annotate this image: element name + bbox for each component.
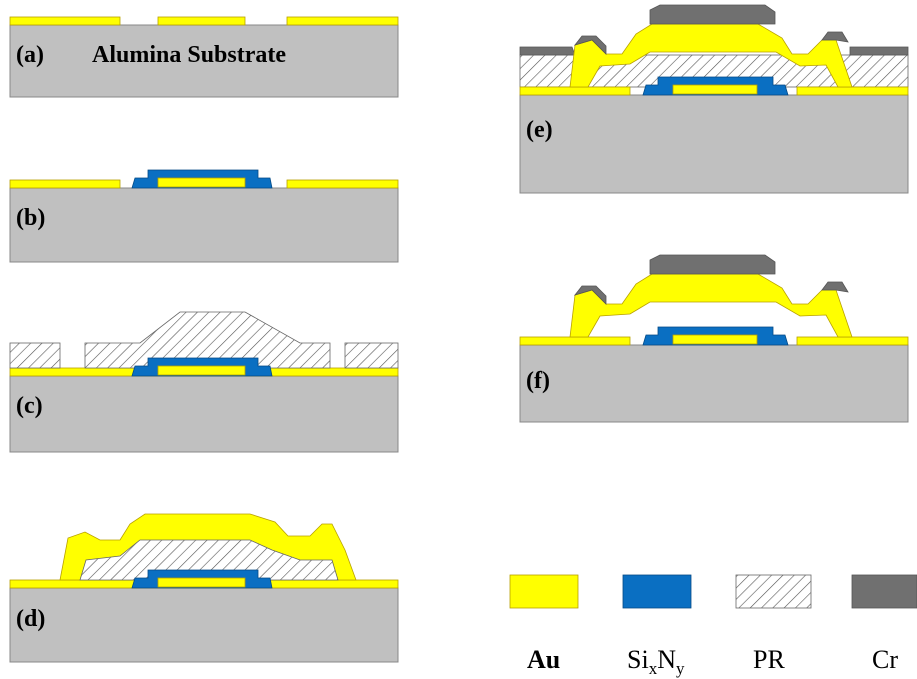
panel-f: (f) — [520, 255, 908, 422]
legend: Au SixNy PR Cr — [510, 575, 917, 678]
legend-swatch — [736, 575, 811, 608]
legend-label-sub: y — [676, 659, 685, 678]
legend-label: SixNy — [627, 645, 685, 678]
panel-label: (f) — [526, 368, 550, 394]
legend-label: Cr — [872, 645, 898, 674]
panel-d: (d) — [10, 514, 398, 662]
panel-label: (a) — [16, 42, 44, 68]
process-diagram: (a) Alumina Substrate (b) (c) (d) (e) (f… — [0, 0, 917, 679]
panel-label: (d) — [16, 606, 45, 632]
legend-label-part: Si — [627, 645, 649, 674]
panel-label: (e) — [526, 117, 553, 143]
legend-swatch — [510, 575, 578, 608]
panel-b: (b) — [10, 170, 398, 262]
substrate-caption: Alumina Substrate — [92, 42, 286, 68]
panel-a: (a) Alumina Substrate — [10, 17, 398, 97]
panel-e: (e) — [520, 5, 908, 193]
panel-label: (b) — [16, 205, 45, 231]
legend-swatch — [623, 575, 691, 608]
panel-label: (c) — [16, 393, 43, 419]
legend-label: PR — [753, 645, 785, 674]
legend-label: Au — [527, 645, 560, 674]
legend-swatch — [852, 575, 917, 608]
panel-c: (c) — [10, 312, 398, 452]
legend-label-part: N — [657, 645, 676, 674]
